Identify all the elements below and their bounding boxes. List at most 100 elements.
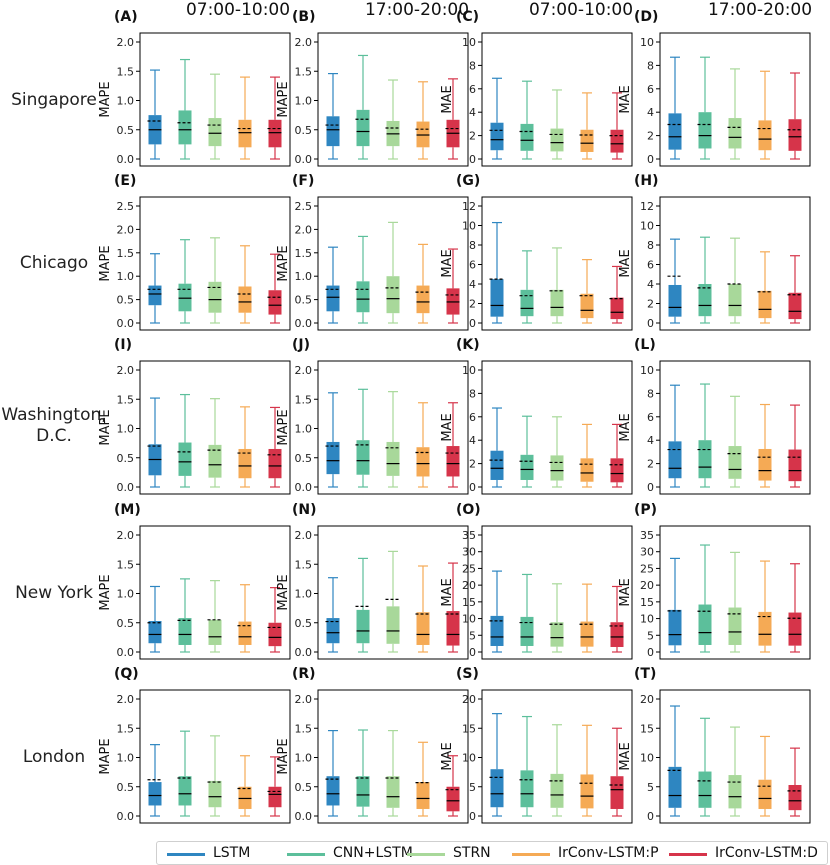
y-tick-label: 10 bbox=[640, 752, 654, 765]
y-tick-label: 10 bbox=[640, 613, 654, 626]
box-5 bbox=[445, 78, 461, 160]
y-tick-label: 0.5 bbox=[117, 781, 135, 794]
y-axis-label: MAPE bbox=[98, 409, 113, 445]
y-tick-label: 20 bbox=[462, 693, 476, 706]
y-tick-label: 2.0 bbox=[295, 36, 313, 49]
box-1 bbox=[489, 221, 505, 324]
panel-letter: (J) bbox=[292, 337, 310, 353]
y-axis-label: MAPE bbox=[276, 245, 291, 281]
box-5 bbox=[445, 402, 461, 488]
y-tick-label: 6 bbox=[469, 411, 476, 424]
y-tick-label: 2 bbox=[647, 298, 654, 311]
box-4 bbox=[579, 259, 595, 324]
iqr-box bbox=[326, 618, 340, 644]
legend-label: IrConv-LSTM:P bbox=[558, 845, 659, 861]
panel-letter: (L) bbox=[634, 337, 656, 353]
box-2 bbox=[177, 239, 193, 324]
box-1 bbox=[147, 253, 163, 324]
box-1 bbox=[325, 72, 341, 160]
panel-letter: (E) bbox=[114, 173, 136, 189]
box-2 bbox=[519, 573, 535, 653]
box-2 bbox=[355, 557, 371, 653]
y-tick-label: 2 bbox=[647, 458, 654, 471]
y-tick-label: 0.5 bbox=[295, 452, 313, 465]
y-axis-label: MAPE bbox=[98, 738, 113, 774]
box-2 bbox=[697, 56, 713, 160]
box-1 bbox=[325, 729, 341, 817]
y-tick-label: 4 bbox=[647, 106, 654, 119]
y-tick-label: 0 bbox=[469, 810, 476, 823]
y-tick-label: 2.5 bbox=[295, 200, 313, 213]
iqr-box bbox=[268, 290, 282, 315]
panel-g: (G) MAE 0 2 4 6 8 10 12 bbox=[440, 173, 633, 331]
iqr-box bbox=[668, 113, 682, 150]
y-tick-label: 0 bbox=[647, 317, 654, 330]
y-tick-label: 5 bbox=[647, 781, 654, 794]
box-5 bbox=[609, 727, 625, 817]
iqr-box bbox=[416, 447, 430, 477]
iqr-box bbox=[490, 615, 504, 646]
row-label-chicago: Chicago bbox=[19, 253, 89, 273]
iqr-box bbox=[356, 776, 370, 807]
y-tick-label: 0.5 bbox=[295, 124, 313, 137]
y-tick-label: 0.0 bbox=[295, 317, 313, 330]
box-5 bbox=[787, 747, 803, 817]
y-tick-label: 2.5 bbox=[117, 200, 135, 213]
panel-d: (D) MAE 0 2 4 6 8 10 bbox=[618, 9, 811, 167]
y-tick-label: 8 bbox=[469, 387, 476, 400]
y-tick-label: 0.0 bbox=[295, 810, 313, 823]
box-1 bbox=[147, 585, 163, 653]
legend-label: IrConv-LSTM:D bbox=[715, 845, 818, 861]
iqr-box bbox=[356, 109, 370, 147]
legend-swatch bbox=[407, 853, 445, 856]
y-tick-label: 6 bbox=[469, 83, 476, 96]
panel-c: (C) MAE 0 2 4 6 8 10 bbox=[440, 9, 633, 167]
panel-f: (F) MAPE 0.0 0.5 1.0 1.5 2.0 2.5 bbox=[276, 173, 469, 331]
iqr-box bbox=[610, 129, 624, 153]
y-tick-label: 2.0 bbox=[117, 364, 135, 377]
iqr-box bbox=[178, 618, 192, 645]
iqr-box bbox=[490, 450, 504, 480]
box-2 bbox=[519, 250, 535, 324]
box-1 bbox=[667, 705, 683, 817]
panel-p: (P) MAE 0 5 10 15 20 25 30 35 bbox=[618, 502, 811, 660]
box-5 bbox=[267, 406, 283, 488]
box-1 bbox=[489, 407, 505, 488]
y-axis-label: MAPE bbox=[98, 574, 113, 610]
box-5 bbox=[609, 265, 625, 324]
y-tick-label: 0.5 bbox=[117, 452, 135, 465]
iqr-box bbox=[728, 284, 742, 317]
box-3 bbox=[385, 391, 401, 488]
plot-frame bbox=[481, 360, 633, 495]
panel-i: (I) MAPE 0.0 0.5 1.0 1.5 2.0 bbox=[98, 337, 291, 495]
y-tick-label: 2.0 bbox=[117, 529, 135, 542]
box-4 bbox=[579, 423, 595, 488]
legend-swatch bbox=[512, 853, 550, 856]
y-tick-label: 12 bbox=[462, 200, 476, 213]
box-4 bbox=[579, 724, 595, 817]
box-1 bbox=[489, 713, 505, 817]
box-1 bbox=[325, 392, 341, 488]
column-header-3: 17:00-20:00 bbox=[707, 0, 813, 20]
box-3 bbox=[727, 68, 743, 160]
y-tick-label: 0.0 bbox=[117, 317, 135, 330]
panel-n: (N) MAPE 0.0 0.5 1.0 1.5 2.0 bbox=[276, 502, 469, 660]
plot-frame bbox=[139, 196, 291, 331]
iqr-box bbox=[416, 612, 430, 645]
y-tick-label: 1.5 bbox=[117, 65, 135, 78]
box-4 bbox=[757, 251, 773, 324]
y-axis-label: MAE bbox=[618, 85, 633, 113]
box-3 bbox=[385, 729, 401, 817]
iqr-box bbox=[178, 283, 192, 312]
box-1 bbox=[667, 238, 683, 324]
box-5 bbox=[445, 755, 461, 817]
y-axis-label: MAE bbox=[618, 578, 633, 606]
row-label-london: London bbox=[22, 747, 86, 767]
box-2 bbox=[177, 58, 193, 160]
y-tick-label: 1.0 bbox=[117, 270, 135, 283]
plot-frame bbox=[139, 689, 291, 824]
y-tick-label: 20 bbox=[640, 579, 654, 592]
y-axis-label: MAE bbox=[618, 413, 633, 441]
box-3 bbox=[549, 89, 565, 160]
